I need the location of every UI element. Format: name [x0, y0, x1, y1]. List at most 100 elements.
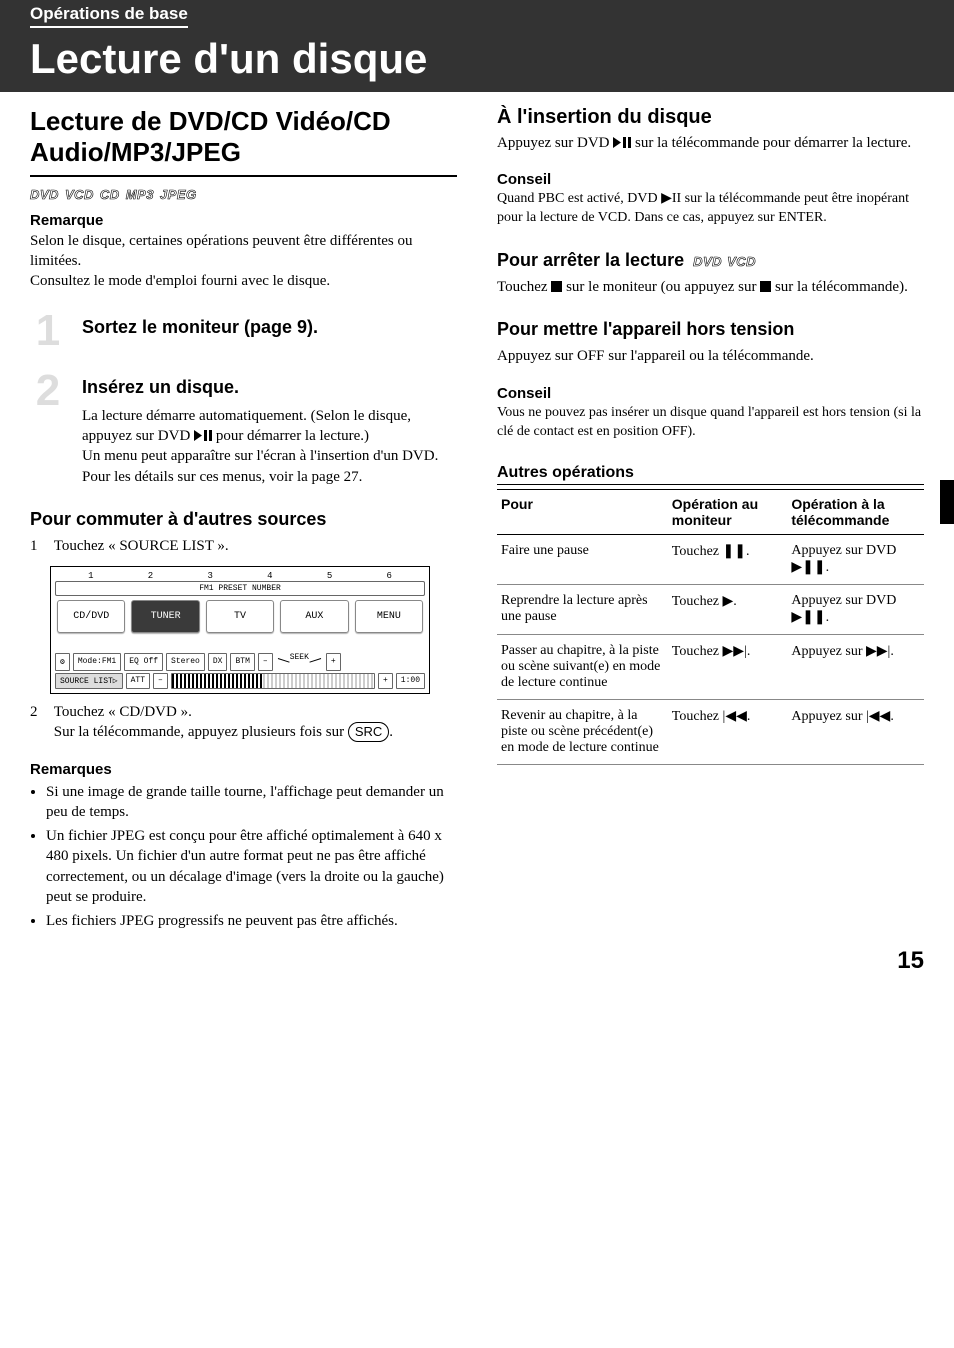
other-ops-heading: Autres opérations: [497, 464, 924, 485]
source-tv[interactable]: TV: [206, 600, 274, 633]
switch-step-1-num: 1: [30, 536, 50, 556]
ui-h6: 6: [359, 571, 419, 581]
cell-pour: Passer au chapitre, à la piste ou scène …: [497, 634, 668, 699]
table-row: Faire une pause Touchez ❚❚. Appuyez sur …: [497, 534, 924, 584]
operations-table: Pour Opération au moniteur Opération à l…: [497, 489, 924, 765]
ui-mode[interactable]: Mode:FM1: [73, 653, 121, 671]
cell-pour: Reprendre la lecture après une pause: [497, 584, 668, 634]
ui-bottom-row-2: SOURCE LIST▷ ATT – + 1:00: [55, 673, 425, 689]
th-pour: Pour: [497, 489, 668, 534]
poweroff-heading: Pour mettre l'appareil hors tension: [497, 319, 924, 340]
stop-body-c: sur la télécommande).: [771, 279, 908, 295]
cell-tel: Appuyez sur ▶▶|.: [787, 634, 924, 699]
cell-mon: Touchez ▶.: [668, 584, 788, 634]
cell-mon: Touchez |◀◀.: [668, 699, 788, 764]
section-title: Opérations de base: [30, 4, 188, 28]
remarque-line-1: Selon le disque, certaines opérations pe…: [30, 231, 457, 272]
switch-step-1: 1 Touchez « SOURCE LIST ».: [30, 536, 457, 556]
stop-body-a: Touchez: [497, 279, 551, 295]
ui-seek-minus[interactable]: –: [258, 653, 273, 671]
th-moniteur: Opération au moniteur: [668, 489, 788, 534]
stop-icon: [760, 281, 771, 292]
cell-mon: Touchez ❚❚.: [668, 534, 788, 584]
switch-step-2-num: 2: [30, 702, 50, 722]
step-2-body-3: Pour les détails sur ces menus, voir la …: [82, 467, 457, 487]
step-1: 1 Sortez le moniteur (page 9).: [30, 311, 457, 351]
ui-h2: 2: [121, 571, 181, 581]
ui-source-list[interactable]: SOURCE LIST▷: [55, 673, 123, 689]
table-row: Passer au chapitre, à la piste ou scène …: [497, 634, 924, 699]
ui-h3: 3: [180, 571, 240, 581]
insert-body: Appuyez sur DVD sur la télécommande pour…: [497, 133, 924, 153]
source-menu[interactable]: MENU: [355, 600, 423, 633]
ui-eq[interactable]: EQ Off: [124, 653, 163, 671]
badge-mp3: MP3: [126, 187, 154, 202]
source-cddvd[interactable]: CD/DVD: [57, 600, 125, 633]
play-pause-icon: [613, 137, 631, 148]
left-column: Lecture de DVD/CD Vidéo/CD Audio/MP3/JPE…: [30, 106, 457, 935]
ui-vol-minus[interactable]: –: [153, 673, 168, 689]
remarques-label: Remarques: [30, 761, 457, 778]
ui-vol-plus[interactable]: +: [378, 673, 393, 689]
insert-body-a: Appuyez sur DVD: [497, 135, 613, 151]
switch-step-2-body-b: .: [389, 724, 393, 740]
th-telecommande: Opération à la télécommande: [787, 489, 924, 534]
source-list-ui: 1 2 3 4 5 6 FM1 PRESET NUMBER CD/DVD TUN…: [50, 566, 430, 694]
page-title: Lecture d'un disque: [30, 36, 924, 82]
ui-source-buttons: CD/DVD TUNER TV AUX MENU: [57, 600, 423, 633]
step-2-text-b: pour démarrer la lecture.): [212, 428, 369, 444]
stop-heading: Pour arrêter la lecture DVD VCD: [497, 250, 924, 271]
insert-body-b: sur la télécommande pour démarrer la lec…: [631, 135, 911, 151]
ui-btm[interactable]: BTM: [230, 653, 254, 671]
badge-dvd: DVD: [30, 187, 59, 202]
stop-body-b: sur le moniteur (ou appuyez sur: [562, 279, 760, 295]
volume-bar[interactable]: [171, 673, 375, 689]
right-column: À l'insertion du disque Appuyez sur DVD …: [497, 106, 924, 935]
step-2-heading: Insérez un disque.: [82, 377, 457, 398]
source-tuner[interactable]: TUNER: [131, 600, 199, 633]
cell-tel: Appuyez sur DVD ▶❚❚.: [787, 534, 924, 584]
cell-mon: Touchez ▶▶|.: [668, 634, 788, 699]
step-2-body-1: La lecture démarre automatiquement. (Sel…: [82, 406, 457, 447]
ui-preset-label: FM1 PRESET NUMBER: [55, 581, 425, 596]
step-1-heading: Sortez le moniteur (page 9).: [82, 317, 457, 338]
stop-badge-dvd: DVD: [693, 254, 722, 269]
remarque-label: Remarque: [30, 212, 457, 229]
ui-seek-label: SEEK: [276, 653, 323, 671]
remarques-item-1: Si une image de grande taille tourne, l'…: [46, 782, 457, 823]
ui-stereo[interactable]: Stereo: [166, 653, 205, 671]
ui-seek-plus[interactable]: +: [326, 653, 341, 671]
header-bar: Opérations de base Lecture d'un disque: [0, 0, 954, 92]
conseil-1-body: Quand PBC est activé, DVD ▶II sur la tél…: [497, 190, 924, 228]
table-header-row: Pour Opération au moniteur Opération à l…: [497, 489, 924, 534]
settings-icon[interactable]: ⚙: [55, 653, 70, 671]
remarques-item-3: Les fichiers JPEG progressifs ne peuvent…: [46, 911, 457, 931]
remarques-list: Si une image de grande taille tourne, l'…: [46, 782, 457, 932]
stop-heading-text: Pour arrêter la lecture: [497, 250, 684, 270]
ui-att[interactable]: ATT: [126, 673, 150, 689]
cell-tel: Appuyez sur |◀◀.: [787, 699, 924, 764]
ui-h1: 1: [61, 571, 121, 581]
switch-step-1-text: Touchez « SOURCE LIST ».: [54, 536, 457, 556]
badge-vcd: VCD: [65, 187, 94, 202]
source-aux[interactable]: AUX: [280, 600, 348, 633]
conseil-label-2: Conseil: [497, 385, 924, 402]
step-2-number: 2: [30, 371, 66, 487]
switch-step-2-text: Touchez « CD/DVD ».: [54, 704, 192, 720]
badge-cd: CD: [100, 187, 120, 202]
side-tab: [940, 480, 954, 524]
badge-jpeg: JPEG: [160, 187, 197, 202]
insert-heading: À l'insertion du disque: [497, 106, 924, 129]
poweroff-body: Appuyez sur OFF sur l'appareil ou la tél…: [497, 346, 924, 366]
step-1-number: 1: [30, 311, 66, 351]
cell-tel: Appuyez sur DVD ▶❚❚.: [787, 584, 924, 634]
switch-step-2-body-a: Sur la télécommande, appuyez plusieurs f…: [54, 724, 348, 740]
ui-time: 1:00: [396, 673, 425, 689]
table-row: Revenir au chapitre, à la piste ou scène…: [497, 699, 924, 764]
cell-pour: Revenir au chapitre, à la piste ou scène…: [497, 699, 668, 764]
ui-h4: 4: [240, 571, 300, 581]
ui-dx[interactable]: DX: [208, 653, 228, 671]
left-heading: Lecture de DVD/CD Vidéo/CD Audio/MP3/JPE…: [30, 106, 457, 176]
step-2: 2 Insérez un disque. La lecture démarre …: [30, 371, 457, 487]
switch-step-2: 2 Touchez « CD/DVD ». Sur la télécommand…: [30, 702, 457, 743]
